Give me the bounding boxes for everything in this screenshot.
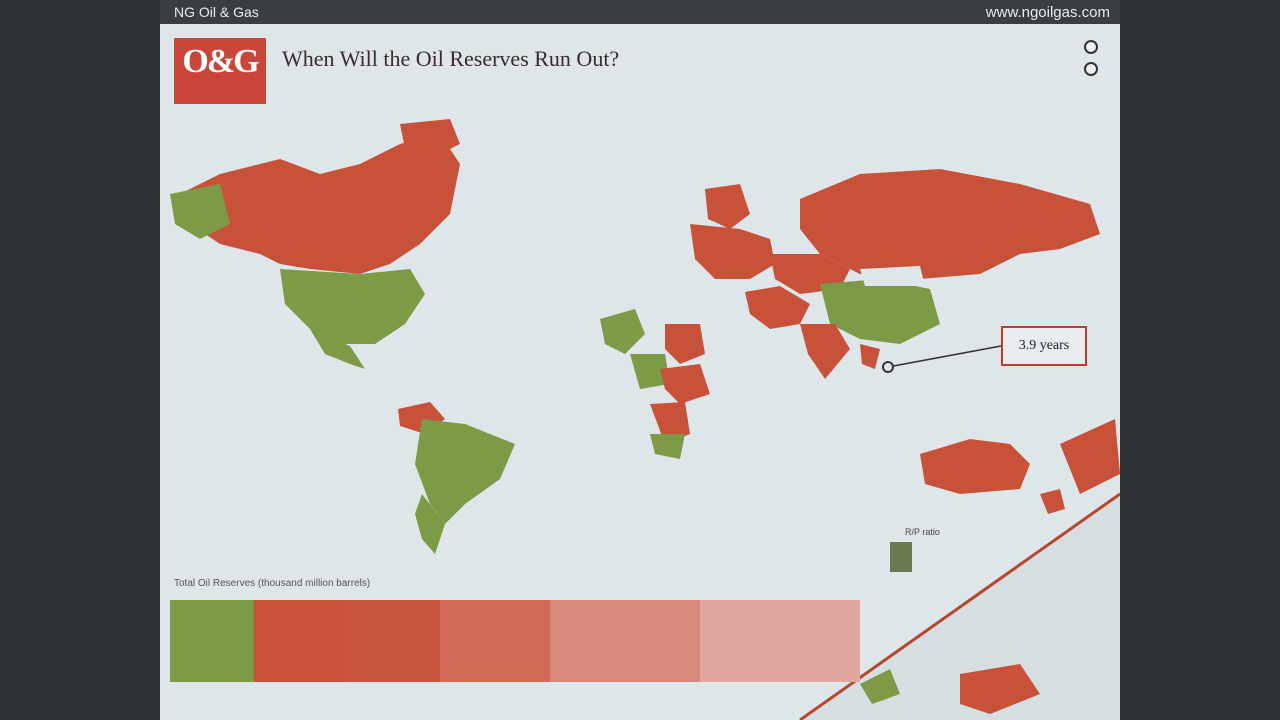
region-new-zealand[interactable] <box>1040 489 1065 514</box>
region-australia[interactable] <box>920 439 1030 494</box>
region-north-africa-west[interactable] <box>600 309 645 354</box>
reserve-callout: 3.9 years <box>1001 326 1087 366</box>
region-overlay-green[interactable] <box>860 669 900 704</box>
rp-legend-label: R/P ratio <box>905 527 940 537</box>
region-argentina[interactable] <box>415 494 445 554</box>
region-greenland[interactable] <box>400 119 460 159</box>
region-middle-east[interactable] <box>745 286 810 329</box>
region-mongolia[interactable] <box>860 266 925 286</box>
region-mexico[interactable] <box>310 329 365 369</box>
view-toggle <box>1084 40 1106 84</box>
region-norway[interactable] <box>705 184 750 229</box>
region-overlay-red[interactable] <box>960 664 1040 714</box>
region-southeast-asia[interactable] <box>860 344 880 369</box>
site-url[interactable]: www.ngoilgas.com <box>985 3 1110 21</box>
region-europe-west[interactable] <box>690 224 775 279</box>
rp-legend-swatch <box>890 542 912 572</box>
bar-segment-2[interactable] <box>344 600 440 682</box>
world-map[interactable] <box>160 24 1120 720</box>
bar-segment-0[interactable] <box>170 600 254 682</box>
callout-line <box>887 345 1002 368</box>
stacked-bar-title: Total Oil Reserves (thousand million bar… <box>174 578 371 589</box>
region-angola[interactable] <box>650 402 690 444</box>
region-brazil[interactable] <box>415 419 515 524</box>
logo-mark: O&G <box>182 43 259 80</box>
bar-segment-1[interactable] <box>254 600 344 682</box>
page-title: When Will the Oil Reserves Run Out? <box>282 46 620 71</box>
company-logo: O&G <box>174 38 266 104</box>
radio-icon[interactable] <box>1084 40 1098 54</box>
region-alaska[interactable] <box>170 184 230 239</box>
region-canada[interactable] <box>180 134 460 274</box>
top-bar: NG Oil & Gas www.ngoilgas.com <box>160 0 1120 24</box>
region-overlay-red-2[interactable] <box>1060 419 1120 494</box>
radio-icon[interactable] <box>1084 62 1098 76</box>
region-russia[interactable] <box>800 169 1100 279</box>
region-west-africa[interactable] <box>630 354 670 389</box>
view-option-1[interactable] <box>1084 40 1106 54</box>
region-india[interactable] <box>800 324 850 379</box>
region-libya[interactable] <box>665 324 705 364</box>
region-nigeria[interactable] <box>660 364 710 404</box>
bar-segment-5[interactable] <box>700 600 860 682</box>
overlay-edge <box>799 492 1120 720</box>
view-option-2[interactable] <box>1084 62 1106 76</box>
region-usa[interactable] <box>280 269 425 344</box>
site-title: NG Oil & Gas <box>174 4 259 20</box>
bar-segment-3[interactable] <box>440 600 550 682</box>
region-china[interactable] <box>820 279 940 344</box>
bar-segment-4[interactable] <box>550 600 700 682</box>
reserves-stacked-bar <box>170 600 860 682</box>
region-south-africa[interactable] <box>650 434 685 459</box>
map-panel: O&G When Will the Oil Reserves Run Out? … <box>160 24 1120 720</box>
callout-dot[interactable] <box>882 361 894 373</box>
